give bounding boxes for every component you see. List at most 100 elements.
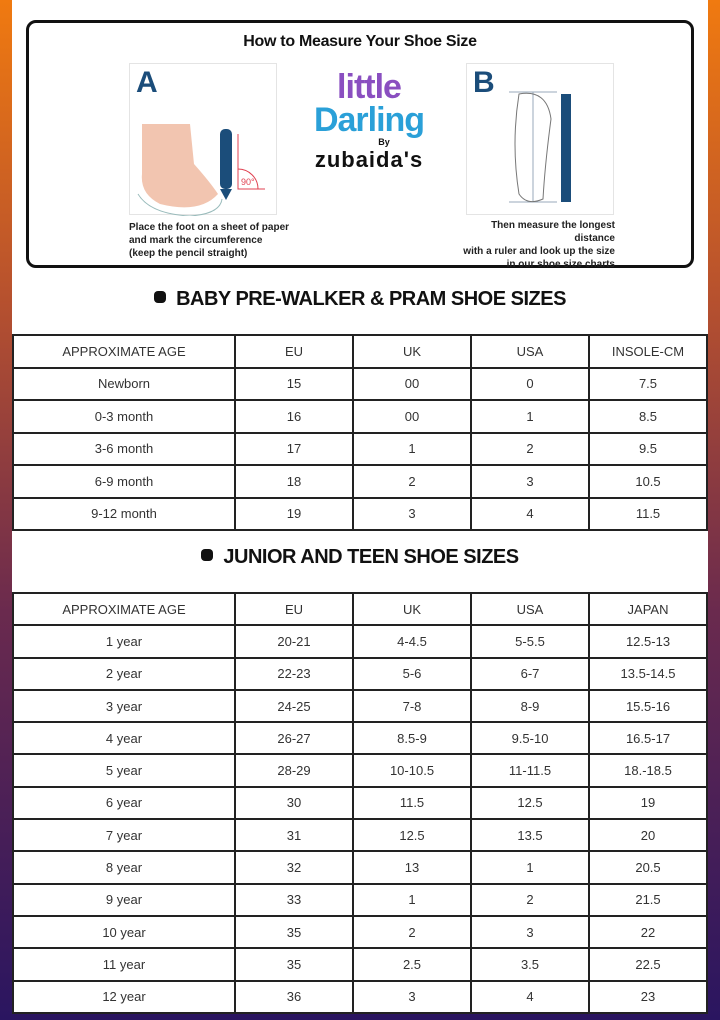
table-row: 10 year 35 2 3 22 [12, 914, 708, 950]
table-cell: 1 year [12, 624, 236, 659]
ruler-icon [509, 91, 571, 203]
table-cell: 2 [470, 431, 590, 466]
table-cell: 6-9 month [12, 464, 236, 499]
step-a-letter: A [136, 66, 158, 99]
table-cell: 11 year [12, 947, 236, 982]
table-cell: 11-11.5 [470, 753, 590, 788]
table-cell: 2 [352, 464, 472, 499]
table-cell: 12.5 [470, 785, 590, 821]
table-cell: 26-27 [234, 721, 354, 756]
table-row: 8 year 32 13 1 20.5 [12, 850, 708, 885]
step-a-illustration: A 90° [129, 63, 277, 217]
table-cell: 1 [352, 431, 472, 466]
table-cell: 18.-18.5 [588, 753, 708, 788]
column-header: UK [352, 334, 472, 369]
table-cell: 8.5 [588, 399, 708, 434]
table-cell: 00 [352, 399, 472, 434]
table-row: 3 year 24-25 7-8 8-9 15.5-16 [12, 688, 708, 724]
table-cell: 10 year [12, 914, 236, 950]
table-cell: 30 [234, 785, 354, 821]
table-row: 9 year 33 1 2 21.5 [12, 882, 708, 917]
table-row: 1 year 20-21 4-4.5 5-5.5 12.5-13 [12, 624, 708, 659]
table-cell: 4 year [12, 721, 236, 756]
table-cell: 13 [352, 850, 472, 885]
step-b-caption: Then measure the longest distance with a … [463, 220, 615, 270]
table-cell: 4-4.5 [352, 624, 472, 659]
junior-size-table: APPROXIMATE AGE EU UK USA JAPAN 1 year 20-21 4-… [12, 591, 708, 1014]
table-cell: 4 [470, 496, 590, 531]
column-header: JAPAN [588, 591, 708, 627]
table-cell: 00 [352, 366, 472, 401]
table-cell: 3 [352, 979, 472, 1014]
table-cell: 7 year [12, 818, 236, 853]
table-row: 7 year 31 12.5 13.5 20 [12, 818, 708, 853]
table-cell: 9 year [12, 882, 236, 917]
column-header: EU [234, 591, 354, 627]
step-a-caption: Place the foot on a sheet of paper and ma… [129, 222, 290, 259]
table-cell: Newborn [12, 366, 236, 401]
table-cell: 22.5 [588, 947, 708, 982]
step-b-letter: B [473, 66, 495, 99]
table-cell: 23 [588, 979, 708, 1014]
table-cell: 13.5 [470, 818, 590, 853]
step-b-illustration: B [466, 63, 614, 215]
measure-title: How to Measure Your Shoe Size [243, 33, 477, 50]
foot-pencil-icon: 90° [137, 124, 265, 217]
table-row: 4 year 26-27 8.5-9 9.5-10 16.5-17 [12, 721, 708, 756]
baby-size-table: APPROXIMATE AGE EU UK USA INSOLE-CM Newborn 15… [12, 334, 708, 531]
table-cell: 7.5 [588, 366, 708, 401]
table-cell: 11.5 [352, 785, 472, 821]
table-cell: 10-10.5 [352, 753, 472, 788]
table-row: 2 year 22-23 5-6 6-7 13.5-14.5 [12, 656, 708, 691]
table-cell: 15 [234, 366, 354, 401]
table-cell: 5 year [12, 753, 236, 788]
table-cell: 3 [352, 496, 472, 531]
table-cell: 2.5 [352, 947, 472, 982]
table-cell: 13.5-14.5 [588, 656, 708, 691]
table-cell: 24-25 [234, 688, 354, 724]
table-cell: 3 [470, 914, 590, 950]
table-cell: 20.5 [588, 850, 708, 885]
table-row: 12 year 36 3 4 23 [12, 979, 708, 1014]
table-cell: 8-9 [470, 688, 590, 724]
table-cell: 22-23 [234, 656, 354, 691]
table-cell: 2 year [12, 656, 236, 691]
table-cell: 17 [234, 431, 354, 466]
table-cell: 3 [470, 464, 590, 499]
little-darling-logo: little Darling By zubaida's [313, 68, 425, 172]
table-cell: 1 [470, 399, 590, 434]
table-cell: 12.5-13 [588, 624, 708, 659]
table-cell: 2 [470, 882, 590, 917]
column-header: INSOLE-CM [588, 334, 708, 369]
junior-section-heading: JUNIOR AND TEEN SHOE SIZES [0, 546, 720, 569]
table-cell: 31 [234, 818, 354, 853]
baby-section-heading: BABY PRE-WALKER & PRAM SHOE SIZES [0, 288, 720, 311]
table-row: 6-9 month 18 2 3 10.5 [12, 464, 708, 499]
table-cell: 18 [234, 464, 354, 499]
table-cell: 9.5-10 [470, 721, 590, 756]
column-header: APPROXIMATE AGE [12, 591, 236, 627]
table-cell: 2 [352, 914, 472, 950]
table-cell: 33 [234, 882, 354, 917]
bullet-icon [154, 291, 167, 303]
table-cell: 15.5-16 [588, 688, 708, 724]
table-cell: 10.5 [588, 464, 708, 499]
table-cell: 21.5 [588, 882, 708, 917]
table-cell: 16.5-17 [588, 721, 708, 756]
table-row: 11 year 35 2.5 3.5 22.5 [12, 947, 708, 982]
table-header: APPROXIMATE AGE EU UK USA JAPAN [12, 591, 708, 627]
table-row: 6 year 30 11.5 12.5 19 [12, 785, 708, 821]
table-cell: 20-21 [234, 624, 354, 659]
table-cell: 8 year [12, 850, 236, 885]
table-row: 0-3 month 16 00 1 8.5 [12, 399, 708, 434]
column-header: EU [234, 334, 354, 369]
table-cell: 6-7 [470, 656, 590, 691]
table-cell: 0 [470, 366, 590, 401]
table-cell: 1 [470, 850, 590, 885]
table-cell: 3-6 month [12, 431, 236, 466]
measure-guide-box: How to Measure Your Shoe Size A 90° Plac… [26, 20, 694, 270]
table-cell: 0-3 month [12, 399, 236, 434]
table-cell: 36 [234, 979, 354, 1014]
table-cell: 28-29 [234, 753, 354, 788]
table-cell: 19 [588, 785, 708, 821]
